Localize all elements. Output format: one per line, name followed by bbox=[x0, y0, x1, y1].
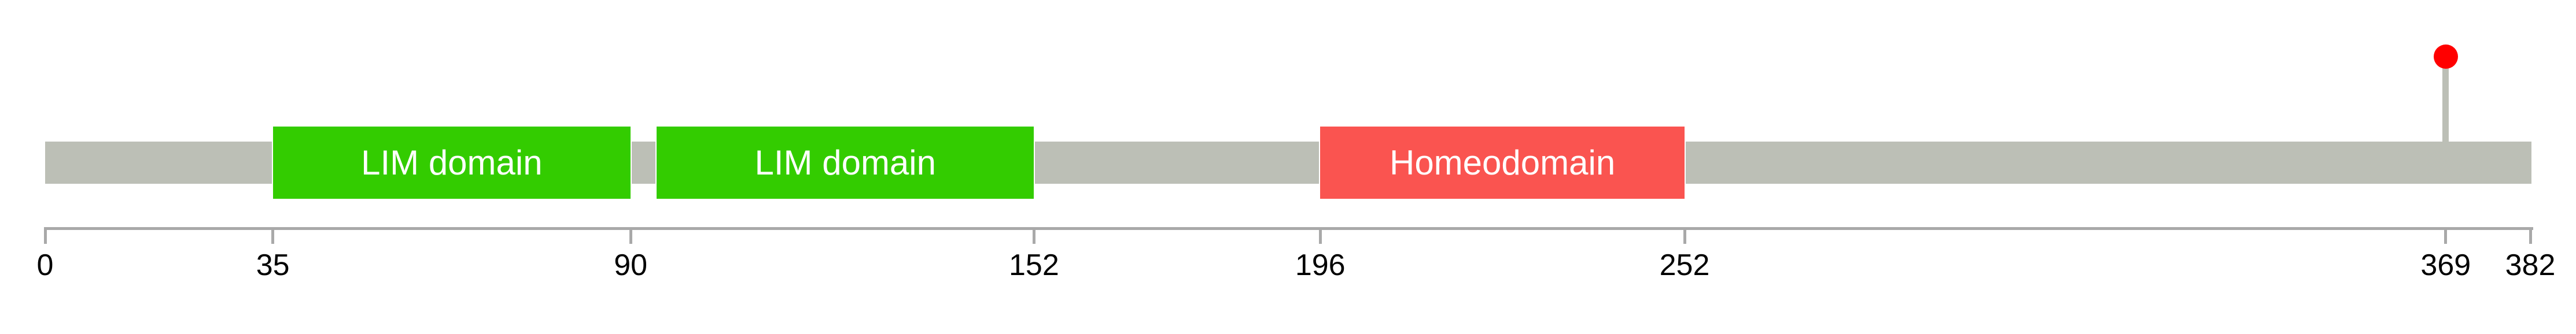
axis-tick-label: 90 bbox=[614, 248, 648, 282]
axis-tick-label: 35 bbox=[256, 248, 290, 282]
domain-box-lim-domain: LIM domain bbox=[271, 125, 632, 200]
domain-label: Homeodomain bbox=[1389, 143, 1616, 182]
lollipop-stick bbox=[2442, 57, 2449, 142]
axis-tick-label: 382 bbox=[2505, 248, 2556, 282]
domain-label: LIM domain bbox=[754, 143, 936, 182]
axis-tick bbox=[1032, 227, 1035, 244]
axis-tick bbox=[1318, 227, 1322, 244]
axis-tick bbox=[43, 227, 47, 244]
axis-tick bbox=[629, 227, 632, 244]
axis-tick-label: 196 bbox=[1295, 248, 1346, 282]
axis-tick bbox=[1683, 227, 1686, 244]
axis-tick-label: 152 bbox=[1009, 248, 1059, 282]
axis-tick-label: 252 bbox=[1659, 248, 1710, 282]
domain-box-homeodomain: Homeodomain bbox=[1319, 125, 1686, 200]
domain-box-lim-domain: LIM domain bbox=[655, 125, 1035, 200]
axis-tick-label: 0 bbox=[36, 248, 54, 282]
axis-tick-label: 369 bbox=[2420, 248, 2471, 282]
axis-tick bbox=[2444, 227, 2448, 244]
domain-label: LIM domain bbox=[361, 143, 543, 182]
axis-tick bbox=[2529, 227, 2532, 244]
axis-line bbox=[45, 227, 2533, 230]
axis-tick bbox=[271, 227, 275, 244]
mutation-marker-circle bbox=[2433, 44, 2458, 69]
